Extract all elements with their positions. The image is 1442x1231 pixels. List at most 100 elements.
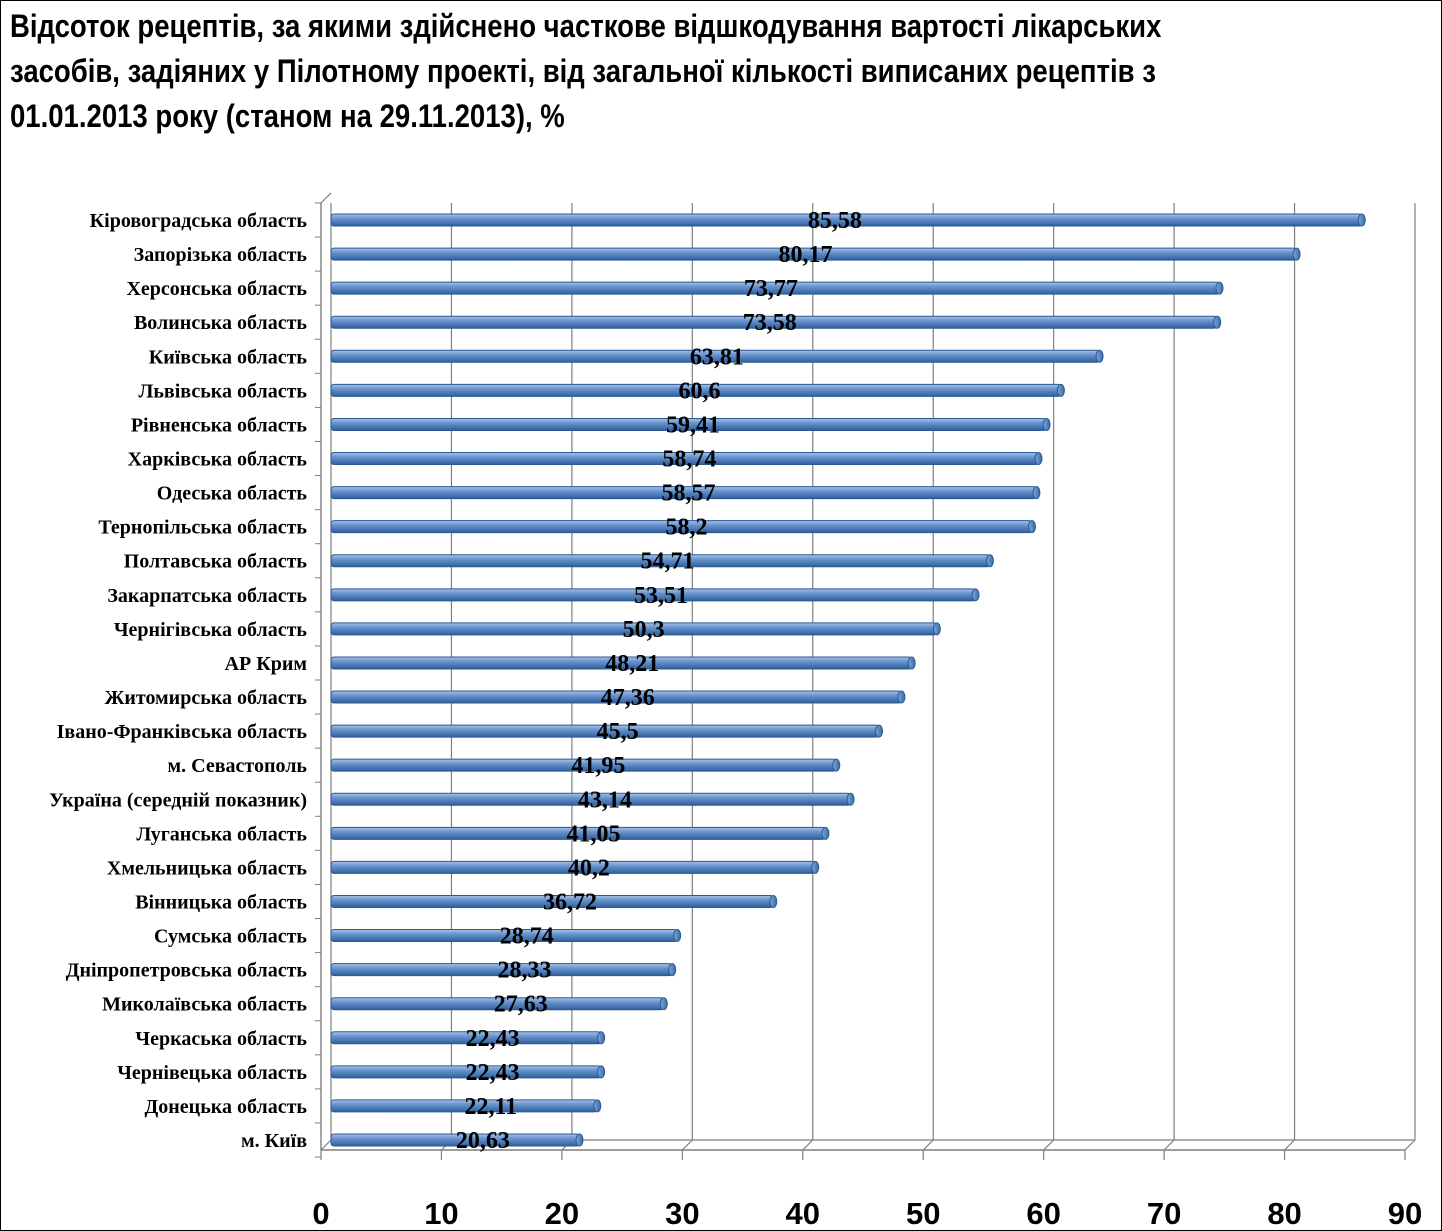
data-label: 58,2: [665, 515, 707, 541]
floor-line: [1163, 1139, 1175, 1151]
bar-cap: [985, 554, 994, 568]
bar-cap: [769, 894, 778, 908]
category-label: Івано-Франківська область: [57, 721, 308, 743]
data-label: 45,5: [597, 719, 639, 745]
floor-line: [802, 1139, 814, 1151]
bar-cap: [1357, 213, 1366, 227]
floor-line: [1043, 1139, 1055, 1151]
axis-wall-edge: [320, 192, 332, 204]
bar-cap: [932, 622, 941, 636]
bar-cap: [1056, 383, 1065, 397]
bar-cap: [897, 690, 906, 704]
bar-cap: [575, 1133, 584, 1147]
bar-cap: [811, 860, 820, 874]
x-tick-label: 70: [1147, 1196, 1181, 1231]
bar-cap: [597, 1065, 606, 1079]
floor-line: [320, 1139, 332, 1151]
bar-cap: [1027, 520, 1036, 534]
data-label: 63,81: [690, 344, 744, 370]
x-tick-label: 50: [906, 1196, 940, 1231]
category-label: Волинська область: [134, 312, 307, 334]
x-tick-label: 30: [665, 1196, 699, 1231]
bar-cap: [1213, 315, 1222, 329]
floor-line: [922, 1139, 934, 1151]
category-label: АР Крим: [225, 653, 307, 675]
data-label: 20,63: [456, 1128, 510, 1154]
category-label: Херсонська область: [126, 278, 307, 300]
category-label: Київська область: [149, 346, 308, 368]
category-label: Запорізька область: [134, 244, 308, 266]
data-label: 27,63: [494, 992, 548, 1018]
chart-title: Відсоток рецептів, за якими здійснено ча…: [10, 8, 1162, 134]
bar-cap: [593, 1099, 602, 1113]
bar-cap: [1042, 417, 1051, 431]
bar-cap: [597, 1031, 606, 1045]
data-label: 59,41: [666, 412, 720, 438]
bar-cap: [1215, 281, 1224, 295]
category-label: м. Севастополь: [168, 755, 308, 777]
data-label: 73,77: [744, 276, 798, 302]
bar-cap: [673, 929, 682, 943]
data-label: 58,74: [662, 447, 716, 473]
category-label: Донецька область: [145, 1096, 308, 1118]
bar-cap: [875, 724, 884, 738]
data-label: 54,71: [641, 549, 695, 575]
category-label: Луганська область: [136, 823, 307, 845]
value-labels: 85,58 80,17 73,77 73,58 63,81 60,6 59,41 58,74 5…: [456, 208, 862, 1154]
x-tick-label: 60: [1026, 1196, 1060, 1231]
category-label: Чернігівська область: [114, 619, 308, 641]
category-label: Черкаська область: [135, 1028, 307, 1050]
category-label: Хмельницька область: [107, 857, 308, 879]
axes: [315, 192, 1415, 1158]
category-label: Дніпропетровська область: [66, 960, 308, 982]
x-tick-label: 20: [545, 1196, 579, 1231]
x-tick-label: 80: [1267, 1196, 1301, 1231]
category-labels: Кіровоградська область Запорізька область…: [49, 210, 307, 1152]
category-label: Львівська область: [138, 380, 307, 402]
data-label: 43,14: [578, 787, 632, 813]
bar-cap: [1034, 452, 1043, 466]
category-label: Україна (середній показник): [49, 789, 307, 811]
data-label: 80,17: [779, 242, 833, 268]
category-label: Тернопільська область: [98, 517, 307, 539]
bar-cap: [846, 792, 855, 806]
data-label: 22,11: [464, 1094, 517, 1120]
category-label: Вінницька область: [135, 891, 307, 913]
x-tick-label: 0: [312, 1196, 329, 1231]
x-tick-labels: 0 10 20 30 40 50 60 70 80 90: [312, 1196, 1422, 1231]
category-label: Сумська область: [154, 926, 307, 948]
floor-line: [1284, 1139, 1295, 1151]
data-label: 22,43: [466, 1026, 520, 1052]
grid-lines: [320, 203, 1416, 1160]
data-label: 41,95: [571, 753, 625, 779]
x-tick-label: 90: [1388, 1196, 1422, 1231]
category-label: Чернівецька область: [117, 1062, 307, 1084]
data-label: 41,05: [566, 821, 620, 847]
data-label: 60,6: [678, 378, 720, 404]
bar-cap: [668, 963, 677, 977]
data-label: 53,51: [634, 583, 688, 609]
x-tick-label: 40: [786, 1196, 820, 1231]
data-label: 22,43: [466, 1060, 520, 1086]
bar-cap: [832, 758, 841, 772]
data-label: 28,74: [500, 924, 554, 950]
floor-line: [1404, 1139, 1416, 1151]
category-label: Харківська область: [128, 449, 308, 471]
category-label: Житомирська область: [105, 687, 308, 709]
category-label: Закарпатська область: [107, 585, 307, 607]
category-label: Кіровоградська область: [90, 210, 308, 232]
bar-cap: [971, 588, 980, 602]
category-label: Одеська область: [157, 483, 308, 505]
data-label: 36,72: [543, 889, 597, 915]
data-label: 48,21: [605, 651, 659, 677]
x-tick-label: 10: [424, 1196, 458, 1231]
category-label: м. Київ: [241, 1130, 307, 1152]
bar-cap: [1032, 486, 1041, 500]
category-label: Рівненська область: [131, 414, 308, 436]
data-label: 58,57: [661, 481, 715, 507]
bar-cap: [659, 997, 668, 1011]
bar-cap: [1095, 349, 1104, 363]
bar-cap: [1292, 247, 1301, 261]
category-label: Полтавська область: [124, 551, 308, 573]
data-label: 50,3: [623, 617, 665, 643]
